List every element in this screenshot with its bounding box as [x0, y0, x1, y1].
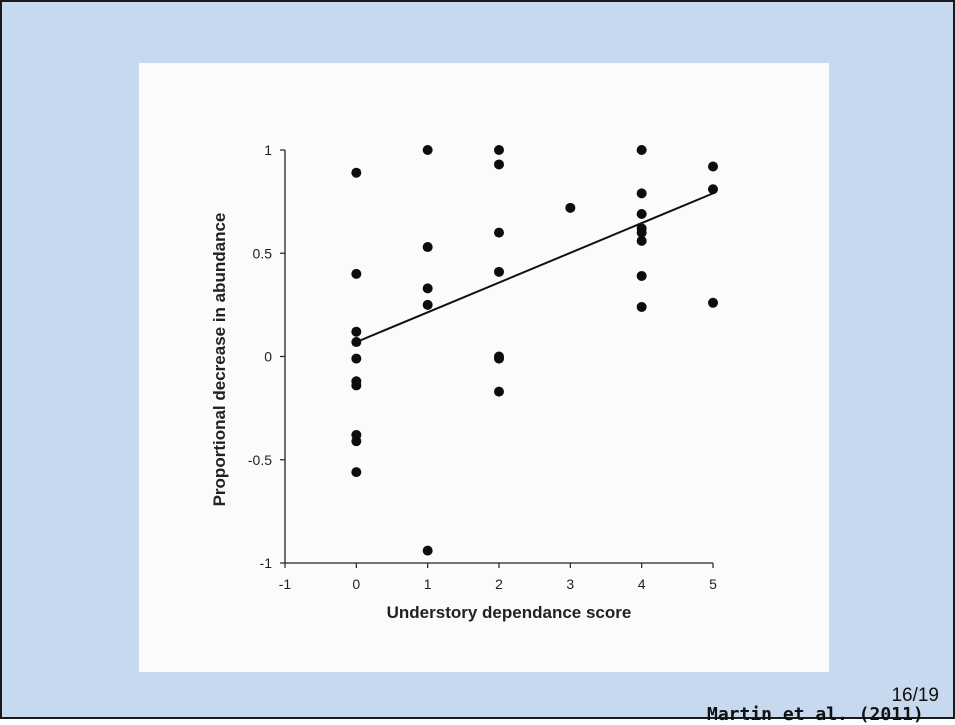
citation: Martin et al. (2011): [707, 704, 924, 725]
y-tick-label: 0: [264, 349, 272, 365]
data-point: [636, 145, 647, 155]
data-point: [422, 283, 433, 294]
data-point: [351, 436, 362, 447]
x-axis-label: Understory dependance score: [387, 603, 632, 622]
page-number: 16/19: [891, 685, 939, 706]
data-point: [636, 188, 647, 199]
data-point: [636, 235, 647, 246]
data-point: [636, 227, 647, 238]
data-point: [708, 297, 718, 308]
data-point: [422, 545, 433, 556]
data-point: [422, 145, 433, 155]
trend-line: [355, 192, 714, 343]
data-point: [351, 337, 362, 348]
x-tick-label: 0: [352, 576, 360, 592]
data-point: [636, 270, 647, 281]
data-point: [636, 301, 647, 312]
y-tick-label: -1: [260, 555, 273, 571]
y-axis-label: Proportional decrease in abundance: [210, 213, 229, 507]
y-tick-label: 1: [264, 142, 272, 158]
data-point: [708, 161, 718, 172]
data-point: [422, 299, 433, 310]
y-tick-label: -0.5: [248, 452, 272, 468]
data-point: [351, 380, 362, 391]
data-point: [565, 202, 576, 213]
data-point: [494, 266, 504, 277]
data-point: [351, 268, 362, 279]
figure-panel: -1 0 1 2 3 4 5 1 0.5 0 -0.5 -1 Understory dependance…: [139, 63, 924, 725]
data-point: [494, 353, 504, 364]
data-point: [494, 159, 504, 170]
x-tick-label: 1: [424, 576, 432, 592]
data-point: [351, 353, 362, 364]
data-point: [494, 145, 504, 155]
scatter-chart: -1 0 1 2 3 4 5 1 0.5 0 -0.5 -1 Understory dependance…: [210, 142, 718, 622]
data-point: [351, 326, 362, 337]
data-point: [351, 167, 362, 178]
x-tick-label: -1: [279, 576, 292, 592]
x-tick-label: 4: [638, 576, 646, 592]
data-point: [708, 184, 718, 195]
data-point: [422, 242, 433, 253]
data-point: [351, 467, 362, 478]
y-tick-label: 0.5: [253, 245, 273, 261]
data-point: [636, 209, 647, 220]
x-tick-label: 2: [495, 576, 503, 592]
x-tick-label: 5: [709, 576, 717, 592]
data-point: [494, 386, 504, 397]
x-tick-label: 3: [566, 576, 574, 592]
data-point: [494, 227, 504, 238]
